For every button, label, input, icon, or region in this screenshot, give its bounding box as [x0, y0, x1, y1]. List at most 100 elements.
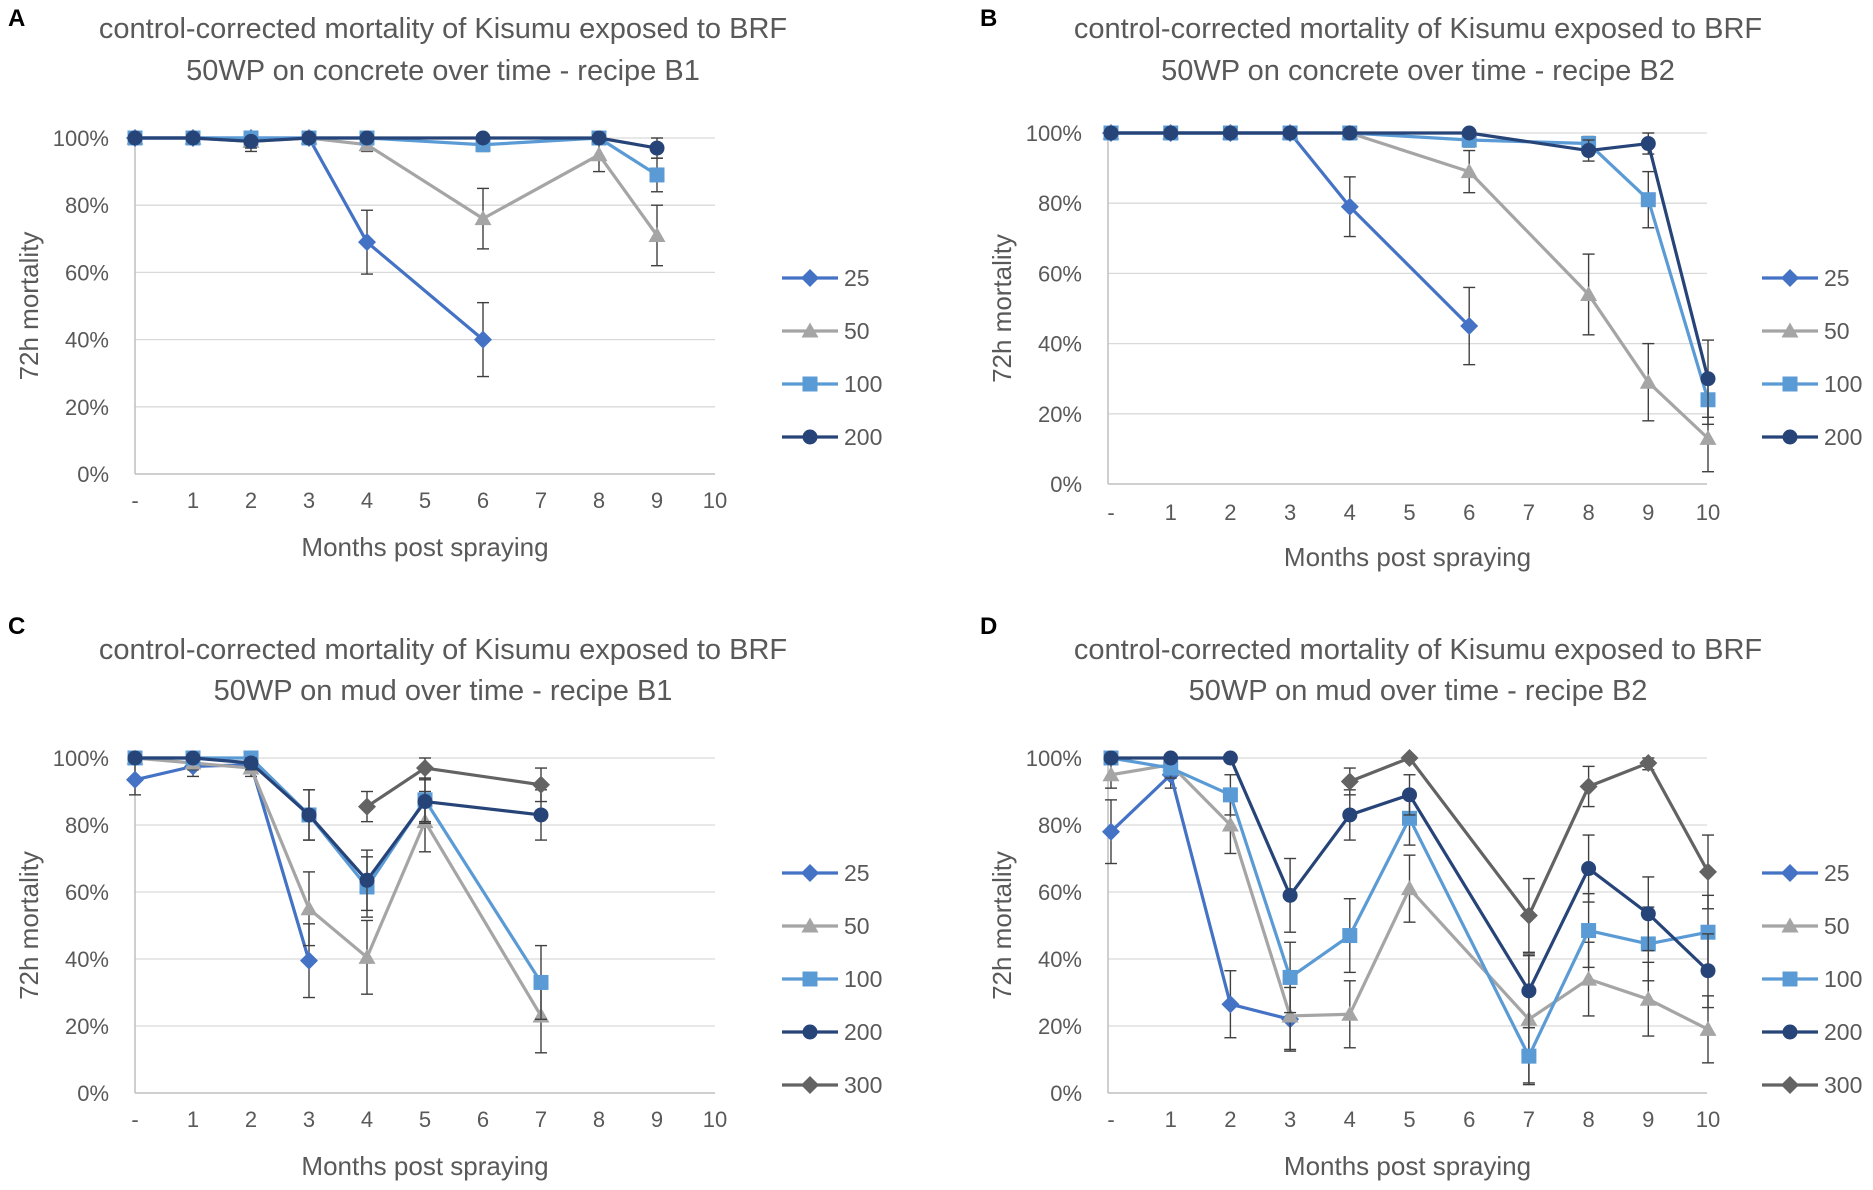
legend-marker [801, 864, 819, 882]
panel-a-legend-25: 25 [782, 265, 870, 291]
panel-c-x-tick-label: 7 [535, 1107, 547, 1132]
panel-a-series-25-point [474, 330, 492, 349]
panel-c-series-300-point [532, 775, 550, 794]
panel-a-series-25-point [358, 233, 376, 252]
legend-marker [801, 1076, 819, 1094]
panel-d-series-300-line [1349, 756, 1710, 918]
legend-label: 100 [844, 371, 882, 397]
panel-a-legend-100: 100 [782, 371, 882, 397]
panel-a-series-25-error-bars [361, 209, 489, 378]
panel-d-series-300-point [1340, 772, 1359, 791]
panel-c-x-tick-label: 1 [187, 1107, 199, 1132]
panel-d-x-tick-label: 1 [1165, 1107, 1177, 1132]
panel-c-y-axis-label: 72h mortality [14, 851, 44, 1000]
panel-b-legend-25: 25 [1762, 265, 1850, 291]
panel-d-series-25-line [1109, 773, 1291, 1021]
panel-d-series-300-point [1639, 754, 1658, 773]
panel-a-series-200-point [243, 133, 259, 149]
panel-c-label: C [8, 613, 25, 640]
panel-b-series-50-point [1639, 373, 1657, 389]
panel-d-legend-100: 100 [1762, 966, 1862, 992]
panel-c-x-tick-label: 9 [651, 1107, 663, 1132]
panel-a-x-tick-label: 1 [187, 488, 199, 513]
legend-marker [1781, 322, 1799, 338]
panel-b-y-tick-label: 100% [1026, 121, 1082, 146]
panel-a-y-tick-label: 20% [65, 395, 109, 420]
panel-a-series-200-line [135, 136, 658, 150]
panel-b-series-50-point [1460, 163, 1478, 179]
panel-c-series-100-point [533, 974, 549, 990]
panel-d-title-line-1: control-corrected mortality of Kisumu ex… [1074, 634, 1762, 666]
panel-a-series-200-point [127, 130, 143, 146]
panel-b-label: B [980, 5, 997, 32]
legend-label: 50 [844, 913, 870, 939]
panel-a-series-50-point [474, 210, 492, 226]
panel-d-series-100-point [1342, 928, 1358, 944]
panel-a-series-100-line [135, 136, 658, 177]
legend-marker [1782, 376, 1798, 392]
panel-c-y-tick-label: 100% [53, 746, 109, 771]
panel-a-series-100-error-bars [477, 137, 663, 193]
panel-d-series-50-point [1221, 816, 1239, 832]
panel-d-series-50-point [1401, 880, 1418, 896]
panel-a-y-tick-label: 80% [65, 193, 109, 218]
panel-c-series-100 [127, 750, 549, 1020]
legend-marker [801, 917, 819, 933]
legend-label: 200 [844, 1019, 882, 1045]
panel-d-series-100-point [1282, 969, 1298, 985]
panel-b-series-25-point [1340, 197, 1359, 216]
panel-d-series-200-point [1521, 983, 1537, 999]
panel-d-series-300-point [1519, 906, 1538, 925]
legend-label: 50 [1824, 318, 1850, 344]
panel-d-legend-200: 200 [1762, 1019, 1862, 1045]
legend-label: 25 [844, 860, 870, 886]
panel-d-y-tick-label: 80% [1038, 813, 1082, 838]
panel-a-series-200-point [475, 130, 491, 146]
panel-d-legend-300: 300 [1762, 1072, 1862, 1098]
panel-d-x-tick-label: 6 [1463, 1107, 1475, 1132]
panel-d-y-axis-label: 72h mortality [987, 851, 1017, 1000]
legend-label: 25 [1824, 860, 1850, 886]
panel-b-y-axis-label: 72h mortality [987, 234, 1017, 383]
panel-c-series-200-point [359, 872, 375, 888]
legend-marker [802, 1024, 818, 1040]
panel-c-series-200 [127, 750, 549, 912]
panel-b-title-line-2: 50WP on concrete over time - recipe B2 [1161, 55, 1675, 87]
panel-b-series-200-point [1103, 125, 1119, 141]
panel-d-series-100-point [1581, 923, 1597, 939]
panel-b-x-tick-label: 9 [1642, 500, 1654, 525]
panel-d-series-200-point [1222, 750, 1238, 766]
panel-c-series-200-point [127, 750, 143, 766]
panel-b-x-tick-label: 3 [1284, 500, 1296, 525]
panel-d-series-50-point [1341, 1005, 1359, 1021]
panel-c-x-axis-label: Months post spraying [301, 1151, 548, 1181]
panel-d-y-tick-label: 20% [1038, 1014, 1082, 1039]
legend-label: 50 [844, 318, 870, 344]
panel-b-x-tick-label: 5 [1403, 500, 1415, 525]
panel-d-series-200 [1103, 750, 1716, 1029]
panel-b-series-25-point [1460, 317, 1479, 336]
panel-b-series-25-error-bars [1343, 176, 1476, 366]
panel-b-legend-100: 100 [1762, 371, 1862, 397]
legend-marker [1781, 1076, 1799, 1094]
panel-c-series-200-point [417, 794, 433, 810]
panel-d-y-tick-label: 0% [1050, 1081, 1082, 1106]
panel-d-series-100-line [1110, 756, 1709, 1058]
panel-b-series-200-point [1461, 125, 1477, 141]
legend-marker [802, 376, 818, 392]
legend-label: 300 [844, 1072, 882, 1098]
panel-a-x-tick-label: 7 [535, 488, 547, 513]
legend-marker [1781, 864, 1799, 882]
panel-d-x-tick-label: 2 [1224, 1107, 1236, 1132]
panel-d-x-tick-label: 7 [1523, 1107, 1535, 1132]
panel-c-series-100-line [135, 756, 543, 984]
panel-d-series-200-point [1700, 963, 1716, 979]
panel-d-x-tick-label: 9 [1642, 1107, 1654, 1132]
panel-b-x-tick-label: 1 [1165, 500, 1177, 525]
panel-c-series-25-line [134, 763, 311, 962]
panel-a-y-tick-label: 40% [65, 328, 109, 353]
panel-d-x-axis-label: Months post spraying [1284, 1151, 1531, 1181]
legend-label: 25 [844, 265, 870, 291]
panel-c-series-300-line [366, 766, 542, 808]
